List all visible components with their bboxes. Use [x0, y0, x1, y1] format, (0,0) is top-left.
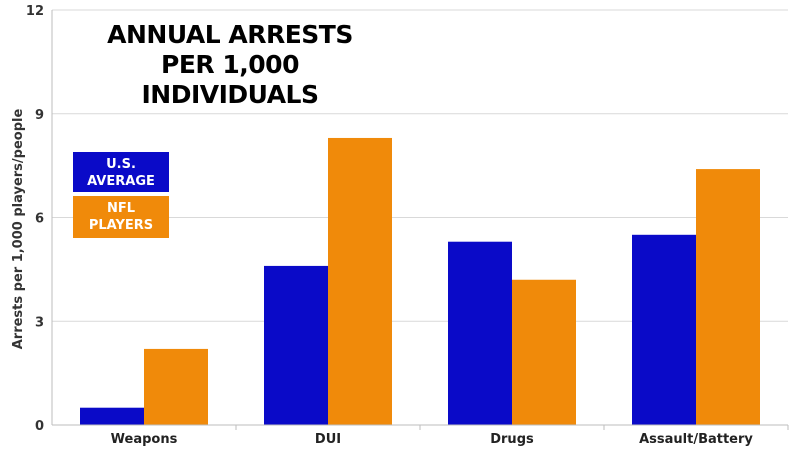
- legend-us-line-1: U.S.: [106, 157, 136, 172]
- legend-nfl-players: NFL PLAYERS: [73, 196, 169, 238]
- x-tick-label-weapons: Weapons: [111, 432, 178, 447]
- bar-weapons-us-average: [80, 407, 144, 425]
- y-tick-label-0: 0: [35, 419, 44, 434]
- x-tick-label-dui: DUI: [315, 432, 341, 447]
- y-axis: 0 3 6 9 12: [26, 4, 53, 434]
- bar-drugs-nfl-players: [512, 279, 576, 425]
- chart-title-line-2: PER 1,000 INDIVIDUALS: [141, 50, 320, 109]
- bar-drugs-us-average: [448, 241, 512, 425]
- x-axis: Weapons DUI Drugs Assault/Battery: [52, 424, 789, 447]
- legend-us-average: U.S. AVERAGE: [73, 152, 169, 192]
- bar-assault-battery-nfl-players: [696, 169, 760, 425]
- x-tick-label-drugs: Drugs: [490, 432, 534, 447]
- y-axis-label: Arrests per 1,000 players/people: [11, 109, 26, 350]
- y-tick-label-9: 9: [35, 108, 44, 123]
- legend-us-line-2: AVERAGE: [87, 174, 155, 189]
- bar-dui-nfl-players: [328, 137, 392, 426]
- chart-title: ANNUAL ARRESTS PER 1,000 INDIVIDUALS: [70, 20, 390, 110]
- legend-nfl-line-1: NFL: [106, 201, 136, 216]
- y-tick-label-12: 12: [26, 4, 44, 19]
- chart-title-line-1: ANNUAL ARRESTS: [107, 20, 353, 49]
- legend-nfl-line-2: PLAYERS: [88, 218, 154, 233]
- y-tick-label-6: 6: [35, 212, 44, 227]
- bar-assault-battery-us-average: [632, 234, 696, 425]
- bar-dui-us-average: [264, 265, 328, 425]
- bars: [80, 137, 760, 426]
- x-tick-label-assault-battery: Assault/Battery: [639, 432, 753, 447]
- y-tick-label-3: 3: [35, 315, 44, 330]
- bar-weapons-nfl-players: [144, 348, 208, 425]
